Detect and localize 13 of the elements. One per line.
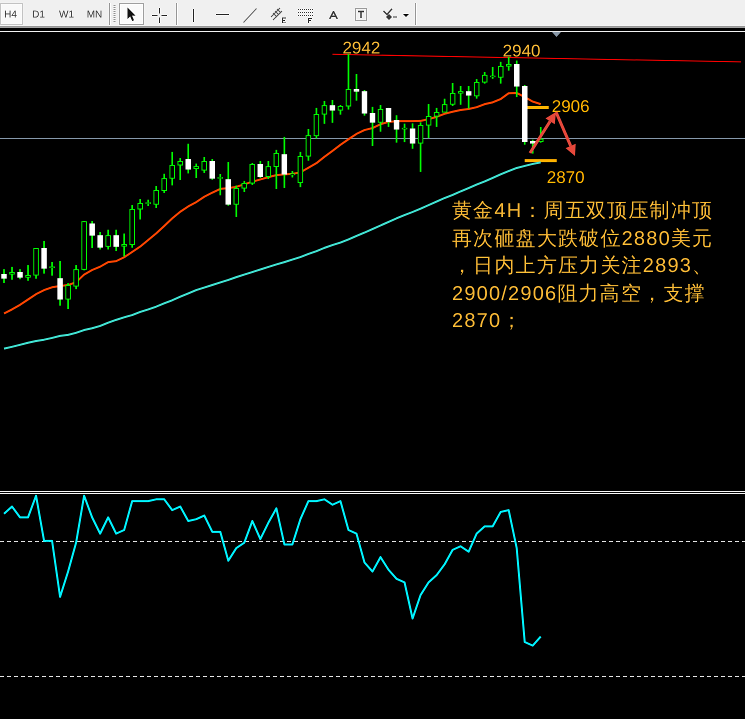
text: MN: [86, 10, 102, 20]
candlestick: [330, 100, 336, 123]
series-label: 2870: [546, 168, 585, 187]
candlestick: [402, 124, 408, 142]
annotation: 2942: [342, 38, 380, 58]
annotation: 黄金4H：周五双顶压制冲顶再次砸盘大跌破位2880美元，日内上方压力关注2893、2900/2906阻力高空，支撑2870；: [452, 199, 714, 334]
annotation: 2940: [502, 41, 541, 60]
text: D1: [32, 10, 45, 20]
candlestick: [354, 74, 360, 101]
text: W1: [59, 10, 74, 20]
series-label: 2906: [552, 97, 590, 116]
candlestick: [370, 106, 376, 146]
text: H4: [4, 10, 17, 20]
